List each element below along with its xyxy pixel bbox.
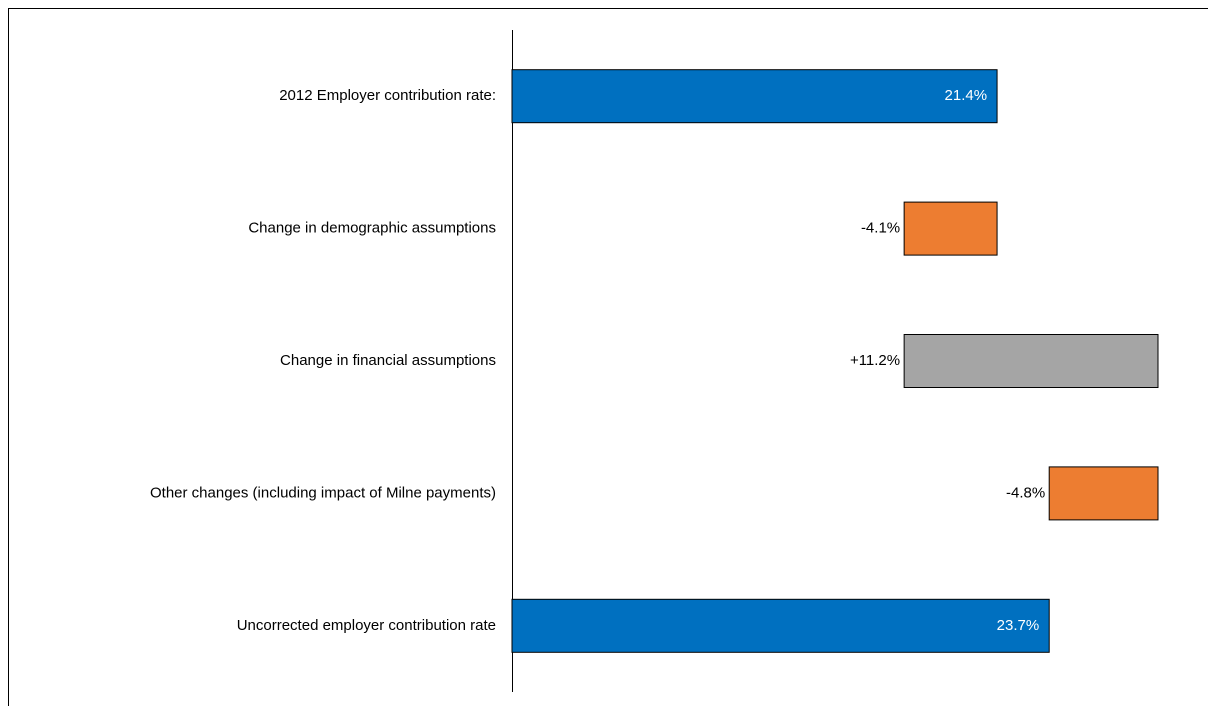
category-label: 2012 Employer contribution rate: [279, 87, 496, 104]
bar [511, 598, 1050, 653]
value-label: -4.1% [861, 220, 900, 237]
category-label: Change in demographic assumptions [248, 220, 496, 237]
category-label: Uncorrected employer contribution rate [237, 617, 496, 634]
value-label: 23.7% [997, 617, 1040, 634]
value-label: -4.8% [1006, 484, 1045, 501]
category-label: Other changes (including impact of Milne… [150, 484, 496, 501]
bar [1048, 466, 1159, 521]
bar [511, 69, 998, 124]
bar [903, 201, 998, 256]
bar [903, 334, 1159, 388]
value-label: 21.4% [945, 87, 988, 104]
category-label: Change in financial assumptions [280, 352, 496, 369]
value-label: +11.2% [850, 352, 900, 369]
chart-frame [8, 8, 1208, 706]
